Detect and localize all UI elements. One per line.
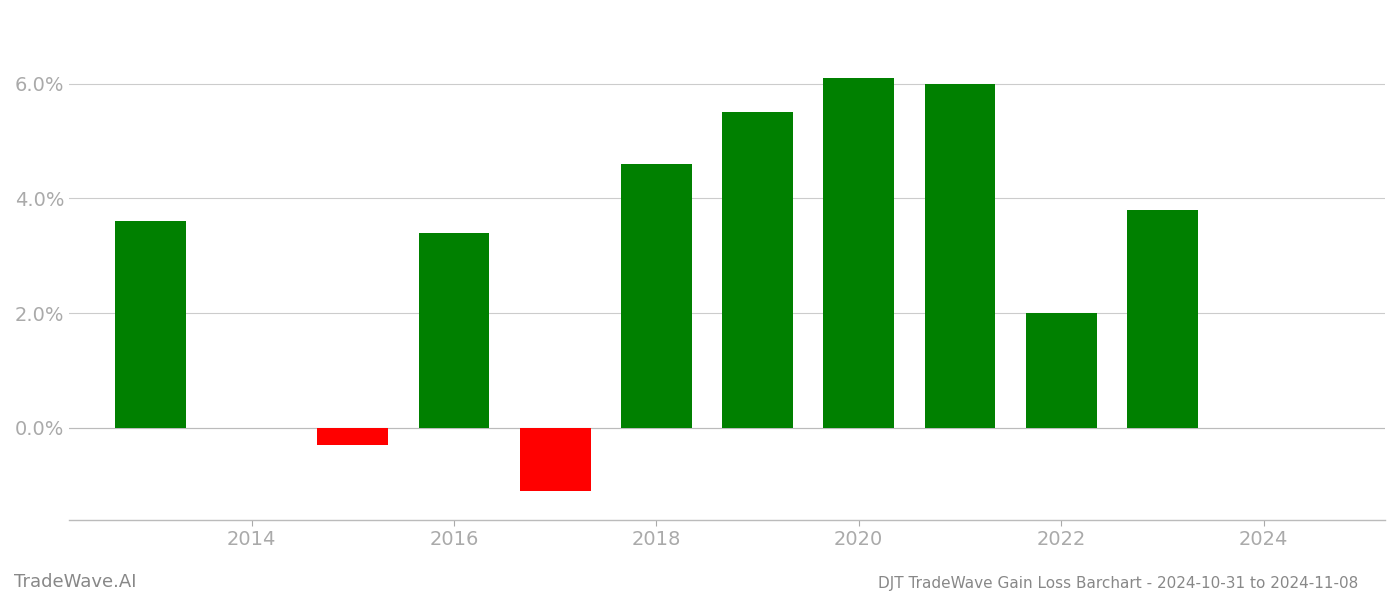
Text: TradeWave.AI: TradeWave.AI [14, 573, 137, 591]
Bar [318, 428, 388, 445]
Bar [1026, 313, 1096, 428]
Bar [823, 78, 895, 428]
Bar [519, 428, 591, 491]
Text: DJT TradeWave Gain Loss Barchart - 2024-10-31 to 2024-11-08: DJT TradeWave Gain Loss Barchart - 2024-… [878, 576, 1358, 591]
Bar [622, 164, 692, 428]
Bar [924, 84, 995, 428]
Bar [722, 112, 792, 428]
Bar [419, 233, 490, 428]
Bar [1127, 210, 1198, 428]
Bar [115, 221, 186, 428]
